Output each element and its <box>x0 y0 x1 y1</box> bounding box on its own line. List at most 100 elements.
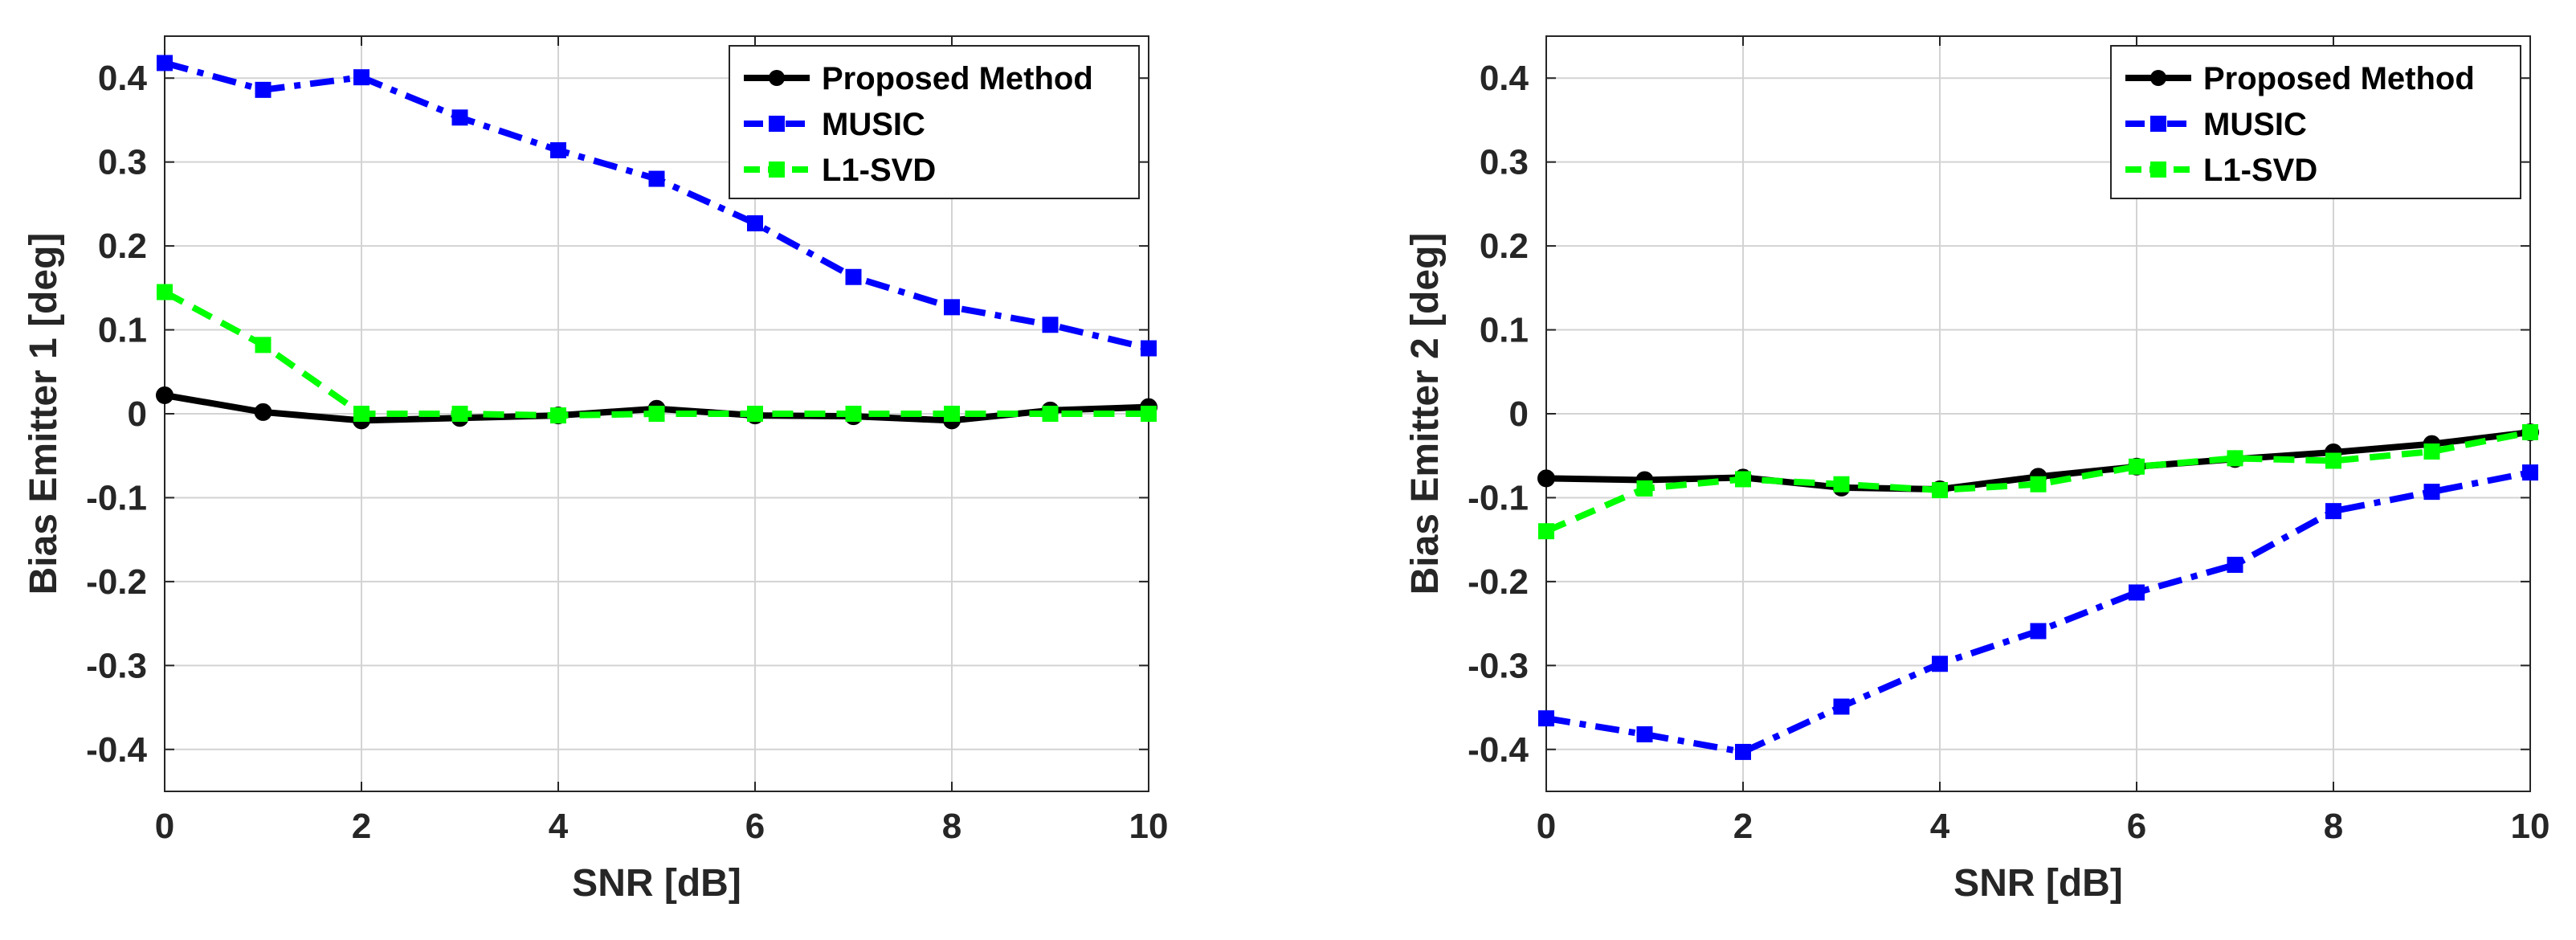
data-point <box>255 81 271 98</box>
legend: Proposed Method MUSIC L1-SVD <box>729 45 1140 199</box>
legend-item: MUSIC <box>744 107 925 142</box>
data-point <box>2030 476 2047 492</box>
series-music <box>1538 464 2538 760</box>
data-point <box>1141 340 1157 357</box>
x-tick-label: 8 <box>942 807 961 846</box>
data-point <box>157 284 173 300</box>
x-axis-label: SNR [dB] <box>572 862 741 905</box>
legend-label: L1-SVD <box>822 153 936 188</box>
legend-marker <box>2150 161 2166 178</box>
data-point <box>1833 476 1850 492</box>
data-point <box>1042 406 1059 422</box>
data-point <box>1042 317 1059 333</box>
series-l1-svd <box>1538 423 2538 540</box>
y-tick-label: -0.2 <box>86 562 147 602</box>
data-point <box>353 69 369 86</box>
data-point <box>2325 452 2341 469</box>
data-point <box>2522 464 2538 481</box>
data-point <box>451 406 468 422</box>
data-point <box>254 403 272 421</box>
data-point <box>451 109 468 126</box>
legend-label: Proposed Method <box>2203 61 2475 96</box>
legend-label: MUSIC <box>822 107 925 142</box>
x-tick-label: 2 <box>1733 807 1753 846</box>
legend-marker <box>769 116 785 132</box>
data-point <box>157 55 173 72</box>
legend-label: L1-SVD <box>2203 153 2317 188</box>
data-point <box>1538 523 1554 540</box>
x-tick-label: 10 <box>2511 807 2550 846</box>
series-music <box>157 55 1157 357</box>
chart-1: 0 2 4 6 8 10 -0.4 -0.3 -0.2 -0.1 0 0.1 0.2 0.3 0.4 SNR … <box>22 35 1168 905</box>
legend-item: Proposed Method <box>2125 61 2475 96</box>
data-point <box>1932 482 1948 499</box>
data-point <box>2227 557 2243 573</box>
data-point <box>2325 503 2341 520</box>
legend-item: L1-SVD <box>744 153 936 188</box>
data-point <box>1833 698 1850 715</box>
x-tick-label: 0 <box>1537 807 1556 846</box>
data-point <box>845 406 862 422</box>
data-point <box>2129 458 2145 475</box>
y-axis-label: Bias Emitter 2 [deg] <box>1404 233 1447 595</box>
x-tick-label: 6 <box>2127 807 2146 846</box>
y-tick-label: -0.3 <box>1468 646 1529 685</box>
series-l1-svd <box>157 284 1157 424</box>
data-point <box>1636 725 1653 742</box>
y-tick-label: -0.1 <box>1468 478 1529 517</box>
data-point <box>2030 623 2047 640</box>
legend-marker <box>2150 116 2166 132</box>
x-axis-label: SNR [dB] <box>1953 862 2123 905</box>
y-tick-label: -0.2 <box>1468 562 1529 602</box>
data-point <box>648 170 665 187</box>
data-point <box>944 299 960 316</box>
y-tick-label: 0.4 <box>98 59 148 98</box>
y-tick-label: 0 <box>128 394 147 434</box>
data-point <box>944 406 960 422</box>
data-point <box>2129 584 2145 601</box>
chart-2: 0 2 4 6 8 10 -0.4 -0.3 -0.2 -0.1 0 0.1 0.2 0.3 0.4 SNR … <box>1404 35 2550 905</box>
legend-marker <box>769 70 785 86</box>
data-point <box>1538 710 1554 727</box>
data-point <box>2423 484 2440 501</box>
data-point <box>255 337 271 354</box>
y-tick-label: 0.3 <box>98 143 147 182</box>
data-point <box>550 407 566 424</box>
data-point <box>1735 743 1751 760</box>
data-point <box>353 406 369 422</box>
y-tick-label: 0.4 <box>1480 59 1529 98</box>
legend-item: MUSIC <box>2125 107 2307 142</box>
y-tick-label: -0.4 <box>86 730 147 770</box>
data-point <box>845 268 862 285</box>
legend: Proposed Method MUSIC L1-SVD <box>2110 45 2521 199</box>
y-tick-label: -0.1 <box>86 478 147 517</box>
y-tick-label: 0.2 <box>98 227 147 266</box>
x-tick-label: 4 <box>549 807 569 846</box>
legend-marker <box>2150 70 2166 86</box>
x-tick-label: 4 <box>1930 807 1950 846</box>
legend-label: MUSIC <box>2203 107 2307 142</box>
legend-item: Proposed Method <box>744 61 1093 96</box>
y-tick-label: 0.3 <box>1480 143 1529 182</box>
data-point <box>747 406 763 422</box>
y-tick-label: 0.1 <box>1480 311 1529 350</box>
y-tick-label: 0.1 <box>98 311 147 350</box>
y-axis-label: Bias Emitter 1 [deg] <box>22 233 65 595</box>
y-tick-label: -0.4 <box>1468 730 1529 770</box>
data-point <box>550 142 566 159</box>
x-tick-label: 8 <box>2324 807 2343 846</box>
y-tick-label: 0 <box>1509 394 1529 434</box>
data-point <box>1932 656 1948 672</box>
data-point <box>1636 480 1653 497</box>
y-tick-label: -0.3 <box>86 646 147 685</box>
legend-label: Proposed Method <box>822 61 1093 96</box>
y-tick-label: 0.2 <box>1480 227 1529 266</box>
legend-marker <box>769 161 785 178</box>
data-point <box>1537 469 1555 488</box>
data-point <box>2522 423 2538 440</box>
legend-item: L1-SVD <box>2125 153 2317 188</box>
data-point <box>2227 450 2243 467</box>
x-tick-label: 6 <box>745 807 765 846</box>
x-tick-label: 2 <box>352 807 371 846</box>
